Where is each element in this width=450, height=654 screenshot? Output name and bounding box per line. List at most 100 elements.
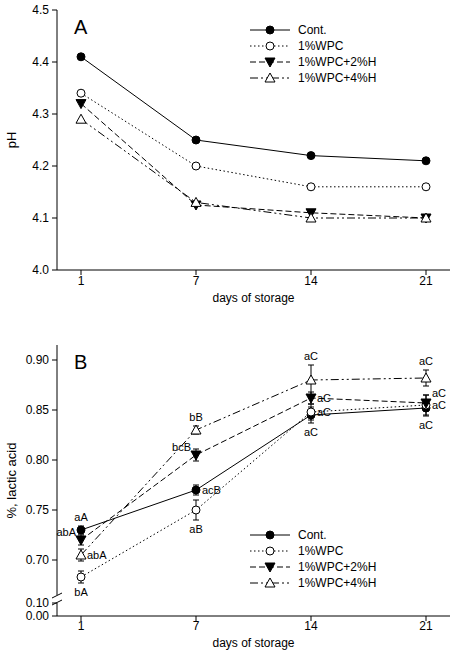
- error-bar: [193, 485, 199, 495]
- data-point: [77, 526, 85, 534]
- data-point: [76, 550, 86, 559]
- data-point: [191, 197, 201, 206]
- data-point: [307, 408, 315, 416]
- data-point: [421, 399, 431, 408]
- data-point: [307, 152, 315, 160]
- legend: Cont.1%WPC1%WPC+2%H1%WPC+4%H: [250, 528, 376, 590]
- data-point: [421, 214, 431, 223]
- axis-break: [52, 593, 62, 598]
- data-point: [76, 100, 86, 109]
- y-tick: [52, 616, 57, 617]
- plot-area: [76, 365, 431, 583]
- point-annotation: abA: [87, 549, 107, 561]
- y-tick-label: 0.10: [26, 596, 50, 610]
- y-axis: [57, 10, 58, 270]
- point-annotation: bA: [74, 586, 88, 598]
- error-bar: [78, 526, 84, 534]
- data-point: [421, 373, 431, 382]
- data-point: [422, 157, 430, 165]
- legend-marker: [265, 58, 275, 67]
- series-line: [81, 405, 426, 577]
- point-annotation: aC: [317, 392, 331, 404]
- point-annotation: aC: [304, 350, 318, 362]
- y-tick-label: 0.90: [26, 353, 50, 367]
- data-point: [77, 53, 85, 61]
- x-tick-label: 1: [78, 274, 85, 288]
- legend-label: 1%WPC: [298, 544, 344, 558]
- y-tick: [52, 10, 57, 11]
- point-annotation: acB: [202, 484, 221, 496]
- y-axis-title: pH: [4, 132, 19, 149]
- x-tick-label: 21: [419, 274, 433, 288]
- y-tick: [52, 114, 57, 115]
- legend-marker: [266, 547, 274, 555]
- y-tick-label: 4.5: [32, 3, 49, 17]
- error-bar: [78, 571, 84, 583]
- data-point: [306, 213, 316, 222]
- data-point: [192, 136, 200, 144]
- point-annotation: abA: [56, 526, 76, 538]
- y-tick-label: 4.1: [32, 211, 49, 225]
- x-tick-label: 14: [304, 274, 318, 288]
- series-line: [81, 378, 426, 555]
- y-tick-label: 4.0: [32, 263, 49, 277]
- x-axis-title: days of storage: [212, 291, 294, 305]
- y-axis-lower: [57, 603, 58, 616]
- data-point: [77, 573, 85, 581]
- y-axis: [57, 345, 58, 595]
- data-point: [191, 425, 201, 434]
- legend-label: 1%WPC+2%H: [298, 560, 376, 574]
- y-tick-label: 4.4: [32, 55, 49, 69]
- legend-label: 1%WPC: [298, 39, 344, 53]
- y-tick: [52, 410, 57, 411]
- point-annotation: aC: [317, 406, 331, 418]
- error-bar: [308, 407, 314, 423]
- panel-0: 4.0 4.1 4.2 4.3 4.4 4.5 1 7 14 21 days of storage p…: [4, 3, 450, 305]
- legend-marker: [265, 563, 275, 572]
- y-tick-label: 0.80: [26, 453, 50, 467]
- y-tick-label: 4.2: [32, 159, 49, 173]
- y-tick-label: 0.85: [26, 403, 50, 417]
- data-point: [77, 89, 85, 97]
- y-tick: [52, 460, 57, 461]
- point-annotation: aA: [74, 511, 88, 523]
- y-tick: [52, 603, 57, 604]
- legend-marker: [265, 578, 275, 587]
- data-point: [76, 536, 86, 545]
- panel-title: B: [74, 351, 87, 373]
- data-point: [306, 394, 316, 403]
- annotations: aAabAbAabAbBbcBaBacBaCaCaCaCaCaCaCaC: [56, 350, 446, 598]
- point-annotation: aB: [189, 523, 202, 535]
- point-annotation: bcB: [172, 441, 191, 453]
- y-tick: [52, 218, 57, 219]
- y-tick: [52, 270, 57, 271]
- axis-break: [52, 600, 62, 605]
- x-axis: [57, 616, 450, 617]
- x-tick-label: 14: [304, 619, 318, 633]
- legend-marker: [266, 42, 274, 50]
- y-axis-title: %, lactic acid: [4, 443, 19, 519]
- data-point: [76, 114, 86, 123]
- plot-area: [76, 53, 431, 223]
- y-tick-label: 4.3: [32, 107, 49, 121]
- panel-title: A: [74, 16, 88, 38]
- x-tick-label: 7: [193, 274, 200, 288]
- data-point: [422, 183, 430, 191]
- point-annotation: aC: [419, 419, 433, 431]
- error-bar: [308, 404, 314, 420]
- x-tick-label: 7: [193, 619, 200, 633]
- y-tick-label: 0.70: [26, 553, 50, 567]
- x-tick-label: 1: [78, 619, 85, 633]
- y-tick: [52, 166, 57, 167]
- data-point: [192, 486, 200, 494]
- series-line: [81, 57, 426, 161]
- legend-marker: [266, 26, 274, 34]
- series-line: [81, 119, 426, 218]
- legend: Cont.1%WPC1%WPC+2%H1%WPC+4%H: [250, 23, 376, 85]
- figure: 4.0 4.1 4.2 4.3 4.4 4.5 1 7 14 21 days of storage p…: [0, 0, 450, 654]
- y-tick-label: 0.00: [26, 609, 50, 623]
- data-point: [421, 213, 431, 222]
- x-tick-label: 21: [419, 619, 433, 633]
- series-line: [81, 93, 426, 187]
- legend-label: 1%WPC+4%H: [298, 576, 376, 590]
